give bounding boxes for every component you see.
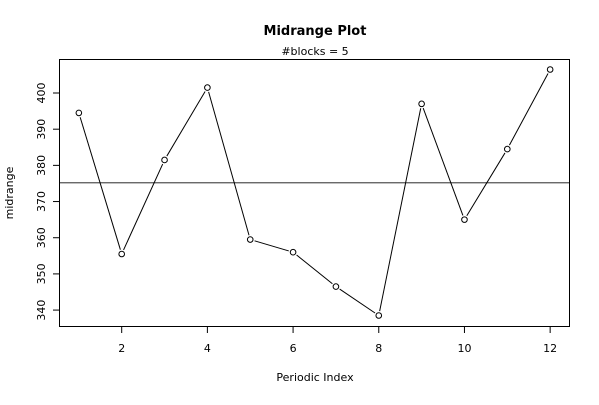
plot-frame bbox=[59, 59, 570, 327]
x-tick-label-10: 10 bbox=[457, 342, 471, 355]
series-segment-5 bbox=[254, 240, 289, 252]
chart-title: Midrange Plot bbox=[264, 24, 367, 39]
data-point-9 bbox=[418, 100, 425, 108]
series-segment-9 bbox=[422, 107, 464, 216]
axes-layer: 2 4 6 8 10 12 340 350 360 370 380 390 400 bbox=[35, 83, 557, 355]
series-segment-2 bbox=[123, 163, 164, 251]
y-tick-label-400: 400 bbox=[35, 83, 48, 104]
y-tick-label-370: 370 bbox=[35, 191, 48, 212]
data-point-7 bbox=[332, 283, 340, 290]
y-tick-label-350: 350 bbox=[35, 263, 48, 284]
series-segment-3 bbox=[166, 91, 206, 157]
x-axis-label: Periodic Index bbox=[276, 371, 354, 384]
x-tick-label-4: 4 bbox=[204, 342, 211, 355]
x-tick-label-12: 12 bbox=[543, 342, 557, 355]
series-segment-4 bbox=[208, 91, 250, 236]
y-tick-label-390: 390 bbox=[35, 119, 48, 140]
series-segment-7 bbox=[339, 288, 376, 314]
data-point-12 bbox=[546, 66, 554, 73]
data-point-3 bbox=[161, 156, 168, 164]
y-tick-label-360: 360 bbox=[35, 227, 48, 248]
series-segment-10 bbox=[466, 152, 506, 217]
data-point-1 bbox=[75, 109, 83, 117]
y-tick-label-340: 340 bbox=[35, 300, 48, 321]
data-point-10 bbox=[461, 216, 468, 223]
data-point-4 bbox=[204, 84, 211, 91]
series-segment-8 bbox=[379, 108, 422, 312]
data-point-11 bbox=[504, 145, 511, 153]
chart-subtitle: #blocks = 5 bbox=[281, 45, 348, 58]
series-segment-11 bbox=[508, 73, 549, 146]
x-tick-label-6: 6 bbox=[290, 342, 297, 355]
series-segment-1 bbox=[79, 117, 121, 250]
marks-layer bbox=[60, 66, 569, 319]
series-segment-6 bbox=[296, 254, 333, 285]
data-point-5 bbox=[246, 236, 254, 243]
data-point-6 bbox=[289, 248, 297, 256]
y-axis-label: midrange bbox=[3, 166, 16, 219]
y-tick-label-380: 380 bbox=[35, 155, 48, 176]
x-tick-label-8: 8 bbox=[375, 342, 382, 355]
x-tick-label-2: 2 bbox=[118, 342, 125, 355]
data-point-8 bbox=[375, 312, 383, 319]
data-point-2 bbox=[118, 250, 125, 258]
